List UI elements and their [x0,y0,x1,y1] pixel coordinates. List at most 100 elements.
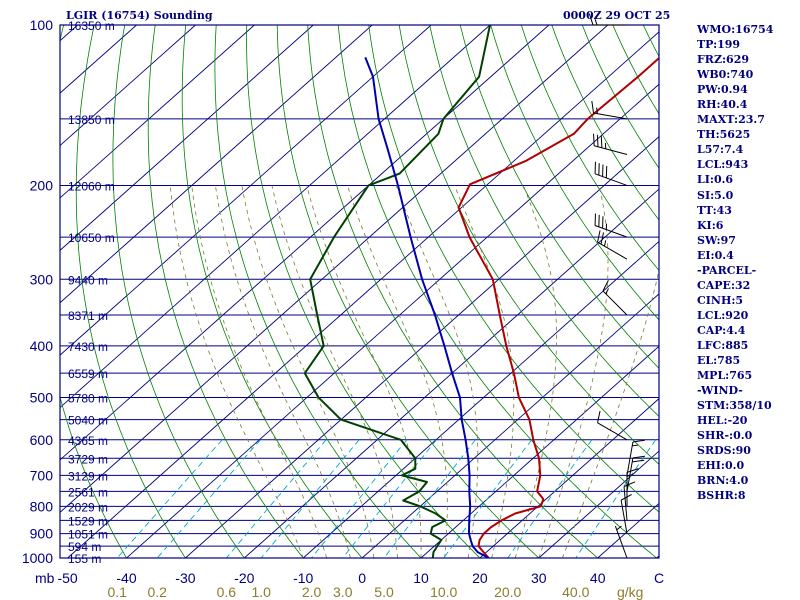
dry-adiabat-line [246,25,481,558]
wind-barb-feather [620,494,632,501]
temperature-tick-label: -40 [116,570,136,586]
isotherm-line [185,136,659,558]
isotherm-line [60,25,196,147]
wind-barb-feather [593,133,595,146]
wind-barb-staff [614,525,628,559]
stat-item: SRDS:90 [697,444,751,458]
pressure-tick-label: 300 [30,271,54,287]
stat-item: CAP:4.4 [697,323,746,337]
dry-adiabat-line [368,25,659,513]
moist-adiabat-line [514,185,557,558]
mixing-ratio-label: 0.6 [217,584,237,600]
height-label: 8371 m [68,309,108,323]
stat-item: SI:5.0 [697,188,734,202]
isotherm-line [361,293,659,558]
wind-barb [626,468,639,507]
dry-adiabat-line [459,25,659,369]
wind-barb [594,161,628,186]
height-label: 7430 m [68,340,108,354]
wind-barb-feather [602,280,609,292]
stat-item: LCL:943 [697,158,749,172]
stat-item: EL:785 [697,354,741,368]
temperature-tick-label: 30 [531,570,547,586]
mixing-ratio-label: 10.0 [430,584,457,600]
dry-adiabat-line [75,25,186,558]
temperature-tick-label: -50 [57,570,77,586]
wind-barb-staff [602,290,628,316]
mixing-ratio-line [575,439,657,558]
stat-item: BRN:4.0 [697,474,749,488]
stats-panel: WMO:16754 TP:199 FRZ:629 WB0:740 PW:0.94 RH:4… [697,22,773,504]
mixing-ratio-label: 40.0 [562,584,589,600]
wind-barb-feather [632,439,645,443]
dry-adiabat-line [147,25,304,558]
height-label: 1529 m [68,514,108,528]
temperature-tick-label: 20 [472,570,488,586]
wind-barb-staff [597,422,628,441]
mixing-ratio-label: 0.1 [107,584,127,600]
isotherm-line [67,31,659,558]
temperature-line [457,56,659,558]
dry-adiabat-line [60,25,127,558]
wind-barb-half [632,444,639,447]
wind-barb-staff [620,500,628,534]
wind-barb-feather [596,134,599,147]
stat-item: STM:358/10 [697,399,772,413]
height-label: 5780 m [68,392,108,406]
pressure-tick-label: 400 [30,338,54,354]
wind-barb [597,230,628,260]
isotherm-line [60,25,255,199]
wind-barb-staff [594,145,628,156]
height-label: 16350 m [68,19,115,33]
mixing-ratio-label: 20.0 [494,584,521,600]
height-label: 2029 m [68,500,108,514]
height-label: 5040 m [68,414,108,428]
stat-item: EHI:0.0 [697,459,745,473]
temperature-tick-label: 0 [358,570,366,586]
wind-barb-half [626,474,633,477]
mixing-ratio-label: 3.0 [333,584,353,600]
wind-barb [620,494,632,534]
wind-barbs [588,13,645,559]
stat-item: WB0:740 [697,68,754,82]
moist-adiabat-line [169,185,304,558]
height-label: 10650 m [68,231,115,245]
stat-item: WMO:16754 [697,23,774,36]
mixing-ratio-line [507,439,593,558]
stat-item: TH:5625 [697,128,751,142]
moist-adiabat-line [454,185,515,558]
dry-adiabat-line [429,25,659,418]
height-label: 2561 m [68,485,108,499]
dry-adiabat-line [398,25,659,465]
moist-adiabat-line [538,185,609,558]
wind-barb-half [603,240,607,247]
mixing-ratio-line [260,439,360,558]
parcel-line [364,57,490,558]
stat-item: RH:40.4 [697,98,748,112]
mixing-ratio-line [383,439,476,558]
mixing-ratio-line [226,439,327,558]
stat-item: KI:6 [697,218,724,232]
plot-frame [59,24,660,559]
wind-barb [626,455,645,492]
stat-item: SHR-:0.0 [697,429,753,443]
wind-barb-half [616,525,622,531]
wind-barb [593,133,628,156]
mixing-ratio-label: 2.0 [302,584,322,600]
pressure-tick-label: 900 [30,526,54,542]
dry-adiabat-line [796,25,800,558]
stat-item: -PARCEL- [697,263,757,277]
wind-barb-feather [623,481,636,487]
height-label: 4365 m [68,434,108,448]
stat-item: PW:0.94 [697,83,748,97]
mixing-ratio-label: 0.2 [147,584,167,600]
stat-item: BSHR:8 [697,489,746,503]
wind-barb-feather [591,100,595,114]
pressure-tick-label: 500 [30,390,54,406]
wind-barb-feather [588,13,594,26]
wind-barb-staff [594,173,628,186]
temperature-tick-label: 40 [590,570,606,586]
stat-item: MPL:765 [697,369,753,383]
